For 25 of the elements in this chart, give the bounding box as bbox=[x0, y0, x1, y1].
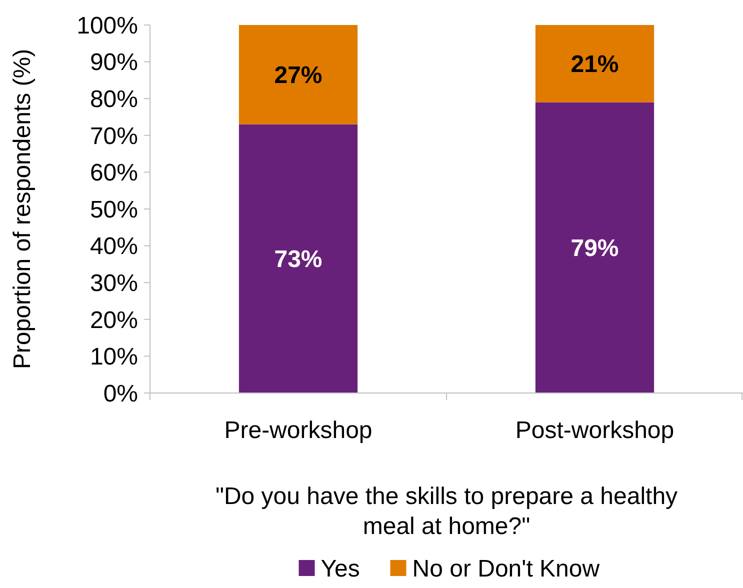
y-axis-title: Proportion of respondents (%) bbox=[9, 48, 36, 370]
data-label: 27% bbox=[274, 62, 322, 90]
legend-label: Yes bbox=[320, 555, 360, 582]
y-tick-label: 30% bbox=[90, 270, 138, 297]
y-tick-label: 50% bbox=[90, 196, 138, 224]
bar bbox=[238, 25, 358, 124]
x-axis-title: "Do you have the skills to prepare a healthy meal at home?" bbox=[215, 483, 678, 540]
x-tick-label: Post-workshop bbox=[515, 417, 674, 444]
bar bbox=[535, 25, 654, 102]
y-tick-label: 60% bbox=[90, 160, 138, 187]
y-tick-label: 40% bbox=[90, 233, 138, 260]
data-label: 73% bbox=[274, 246, 322, 274]
y-tick-label: 90% bbox=[90, 49, 138, 76]
x-tick-label: Pre-workshop bbox=[224, 417, 372, 444]
legend-label: No or Don't Know bbox=[412, 555, 600, 582]
y-tick-label: 10% bbox=[90, 344, 138, 371]
y-tick-label: 80% bbox=[90, 86, 138, 113]
bar bbox=[238, 124, 358, 393]
y-tick-label: 20% bbox=[90, 306, 138, 334]
y-tick-label: 0% bbox=[103, 380, 138, 408]
y-tick-label: 100% bbox=[76, 12, 138, 40]
data-label: 21% bbox=[570, 51, 619, 78]
bar bbox=[535, 102, 654, 393]
y-tick-label: 70% bbox=[90, 122, 138, 150]
data-label: 79% bbox=[570, 235, 619, 262]
